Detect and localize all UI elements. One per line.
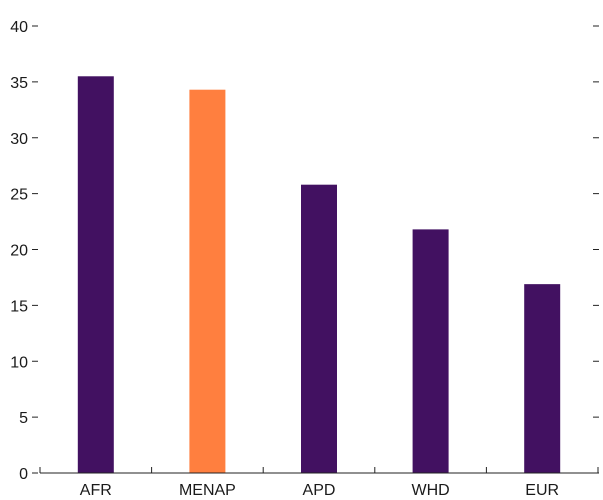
- y-tick-label: 5: [19, 410, 28, 427]
- y-axis-ticks: 0 5 10 15 20 25 30 35 40: [10, 19, 38, 483]
- x-tick-label: EUR: [525, 482, 559, 499]
- y-tick-label: 40: [10, 19, 28, 36]
- bar-afr: [77, 76, 114, 473]
- right-axis-ticks: [593, 25, 599, 474]
- bar-whd: [412, 229, 449, 473]
- x-tick-label: APD: [303, 482, 336, 499]
- bar-eur: [524, 284, 561, 473]
- x-axis-ticks: AFR MENAP APD WHD EUR: [39, 467, 599, 499]
- bar-menap: [189, 89, 226, 473]
- x-tick-label: WHD: [411, 482, 449, 499]
- y-tick-label: 10: [10, 354, 28, 371]
- bar-apd: [301, 184, 337, 473]
- y-tick-label: 30: [10, 131, 28, 148]
- y-tick-label: 0: [19, 466, 28, 483]
- bar-series: [77, 76, 561, 473]
- y-tick-label: 15: [10, 298, 28, 315]
- y-tick-label: 20: [10, 243, 28, 260]
- y-tick-label: 25: [10, 187, 28, 204]
- y-tick-label: 35: [10, 75, 28, 92]
- x-tick-label: AFR: [80, 482, 112, 499]
- x-tick-label: MENAP: [179, 482, 236, 499]
